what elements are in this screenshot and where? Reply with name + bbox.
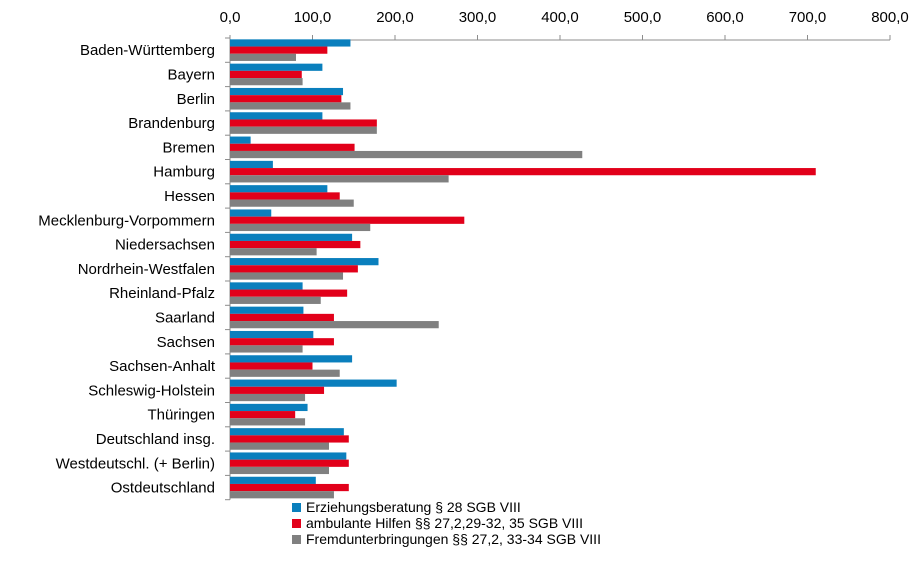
bar	[230, 185, 328, 193]
x-tick-label: 500,0	[624, 9, 662, 26]
bar	[230, 258, 379, 266]
bars	[230, 39, 816, 499]
x-tick-label: 200,0	[376, 9, 414, 26]
bar	[230, 296, 321, 304]
legend-swatch	[292, 503, 301, 512]
legend-swatch	[292, 519, 301, 528]
bar	[230, 379, 397, 387]
x-tick-label: 0,0	[220, 9, 241, 26]
bar	[230, 330, 314, 339]
category-label: Sachsen-Anhalt	[109, 358, 216, 375]
x-tick-label: 100,0	[294, 9, 332, 26]
x-tick-label: 600,0	[706, 9, 744, 26]
bar	[230, 313, 334, 322]
legend-entry: Fremdunterbringungen §§ 27,2, 33-34 SGB …	[306, 531, 601, 547]
bar	[230, 393, 306, 402]
bar	[230, 95, 342, 103]
bar	[230, 452, 347, 460]
bar	[230, 87, 344, 96]
bar	[230, 321, 439, 329]
bar	[230, 168, 816, 176]
x-tick-label: 800,0	[871, 9, 909, 26]
bar	[230, 362, 313, 370]
bar	[230, 289, 348, 297]
category-label: Nordrhein-Westfalen	[78, 261, 215, 278]
bar	[230, 265, 358, 273]
bar	[230, 233, 353, 241]
bar	[230, 476, 316, 484]
bar	[230, 143, 355, 151]
bar	[230, 435, 349, 443]
bar	[230, 442, 329, 450]
category-label: Bayern	[167, 66, 215, 83]
bar	[230, 126, 377, 134]
bar	[230, 282, 303, 290]
category-label: Sachsen	[157, 334, 215, 351]
bar	[230, 338, 334, 346]
bar	[230, 428, 344, 436]
category-label: Schleswig-Holstein	[88, 382, 215, 399]
category-label: Ostdeutschland	[111, 480, 215, 497]
category-label: Baden-Württemberg	[80, 42, 215, 59]
bar	[230, 119, 377, 127]
bar	[230, 459, 349, 467]
bar	[230, 483, 349, 492]
bar	[230, 112, 323, 120]
category-label: Thüringen	[147, 407, 215, 424]
category-label: Niedersachsen	[115, 237, 215, 254]
bar	[230, 175, 449, 183]
category-label: Rheinland-Pfalz	[109, 285, 215, 302]
legend: Erziehungsberatung § 28 SGB VIIIambulant…	[292, 499, 601, 547]
category-label: Brandenburg	[128, 115, 215, 132]
bar	[230, 46, 328, 54]
category-label: Mecklenburg-Vorpommern	[38, 212, 215, 229]
bar	[230, 216, 465, 224]
category-label: Hessen	[164, 188, 215, 205]
category-label: Saarland	[155, 309, 215, 326]
category-labels: Baden-Württemberg Bayern Berlin Brandenburg…	[38, 42, 216, 496]
bar	[230, 411, 296, 419]
bar	[230, 355, 353, 363]
bar	[230, 39, 351, 47]
bar	[230, 102, 351, 110]
category-label: Berlin	[177, 91, 215, 108]
bar	[230, 248, 317, 256]
bar	[230, 199, 354, 207]
bar	[230, 403, 308, 412]
category-label: Hamburg	[153, 164, 215, 181]
x-tick-label: 700,0	[789, 9, 827, 26]
bar	[230, 386, 325, 394]
bar	[230, 306, 304, 314]
bar	[230, 491, 334, 499]
bar	[230, 160, 273, 169]
bar	[230, 272, 344, 280]
bar	[230, 240, 361, 249]
category-label: Westdeutschl. (+ Berlin)	[56, 455, 215, 472]
bar	[230, 70, 302, 79]
x-tick-label: 400,0	[541, 9, 579, 26]
bar	[230, 466, 329, 475]
bar	[230, 209, 272, 217]
x-axis: 0,0 100,0 200,0 300,0 400,0 500,0 600,0 700,0 80…	[220, 9, 909, 501]
bar	[230, 418, 306, 426]
category-label: Deutschland insg.	[96, 431, 215, 448]
legend-entry: ambulante Hilfen §§ 27,2,29-32, 35 SGB V…	[306, 515, 583, 531]
bar	[230, 63, 323, 71]
bar	[230, 136, 251, 144]
bar	[230, 53, 296, 61]
bar	[230, 223, 371, 232]
bar	[230, 192, 340, 200]
bar	[230, 369, 340, 377]
category-label: Bremen	[162, 139, 215, 156]
bar	[230, 78, 303, 86]
legend-swatch	[292, 535, 301, 544]
bar	[230, 345, 303, 353]
bar	[230, 150, 583, 159]
legend-entry: Erziehungsberatung § 28 SGB VIII	[306, 499, 521, 515]
x-tick-label: 300,0	[459, 9, 497, 26]
